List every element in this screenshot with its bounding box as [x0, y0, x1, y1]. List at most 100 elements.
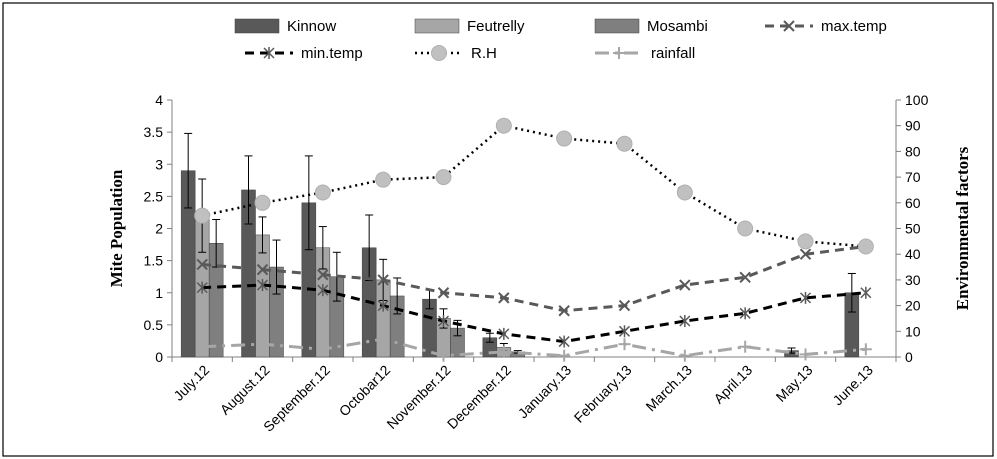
y2-tick-label: 40 — [905, 246, 921, 262]
marker-stroke — [558, 305, 570, 317]
y-tick-label: 0.5 — [144, 317, 164, 333]
point-min-temp — [377, 299, 389, 312]
legend-swatch — [594, 18, 640, 34]
x-tick-label: April.13 — [710, 362, 755, 407]
point-rainfall — [256, 338, 269, 351]
line-r-h — [201, 124, 866, 248]
lines — [194, 117, 874, 362]
y2-tick-label: 30 — [905, 272, 921, 288]
point-min-temp — [437, 315, 450, 328]
marker-stroke — [437, 287, 450, 299]
point-rainfall — [678, 349, 691, 362]
y-axis-title: Mite Population — [107, 169, 126, 287]
marker-stroke — [498, 292, 510, 304]
legend-item-max-temp: max.temp — [765, 18, 887, 35]
x-tick-label: May.13 — [773, 362, 816, 405]
point-max-temp — [317, 269, 329, 281]
y-tick-label: 3.5 — [144, 124, 164, 140]
legend-label: Kinnow — [287, 18, 336, 35]
point-min-temp — [498, 327, 510, 340]
point-rainfall — [497, 345, 510, 358]
legend-marker — [613, 47, 625, 59]
point-min-temp — [679, 315, 691, 328]
point-r-h — [314, 184, 331, 201]
point-r-h — [254, 194, 271, 211]
legend-item-min-temp: min.temp — [245, 45, 363, 62]
x-tick-label: July.12 — [170, 362, 212, 404]
point-r-h — [435, 169, 452, 186]
y-tick-label: 0 — [155, 349, 163, 365]
y2-tick-label: 50 — [905, 221, 921, 237]
legend-label: R.H — [471, 45, 497, 62]
y2-tick-label: 60 — [905, 195, 921, 211]
marker-stroke — [196, 258, 208, 271]
y2-tick-label: 100 — [905, 92, 929, 108]
y-tick-label: 4 — [155, 92, 163, 108]
point-max-temp — [739, 271, 751, 284]
point-max-temp — [498, 292, 510, 304]
legend-marker — [431, 45, 447, 61]
y-tick-label: 1 — [155, 285, 163, 301]
y2-tick-label: 90 — [905, 118, 921, 134]
x-tick-label: March.13 — [642, 362, 695, 415]
legend: Kinnow Feutrelly Mosambi max.temp min.temp R.… — [234, 18, 887, 62]
point-r-h — [857, 238, 874, 255]
point-max-temp — [256, 263, 269, 276]
legend-label: Mosambi — [647, 18, 708, 35]
point-rainfall — [618, 338, 631, 351]
line-min-temp — [202, 283, 866, 344]
legend-swatch — [234, 18, 280, 34]
x-tick-label: June.13 — [829, 362, 876, 409]
point-max-temp — [618, 299, 631, 312]
point-min-temp — [739, 307, 751, 320]
y2-tick-label: 20 — [905, 298, 921, 314]
point-r-h — [375, 171, 392, 188]
legend-item-r-h: R.H — [415, 45, 497, 62]
legend-item-mosambi: Mosambi — [594, 18, 708, 35]
legend-item-feutrelly: Feutrelly — [414, 18, 525, 35]
marker-stroke — [799, 248, 812, 260]
x-tick-label: December.12 — [444, 362, 514, 432]
marker-stroke — [739, 271, 751, 284]
x-tick-label: January.13 — [515, 362, 575, 422]
legend-label: rainfall — [651, 45, 695, 62]
point-max-temp — [196, 258, 208, 271]
point-min-temp — [256, 279, 269, 292]
y-tick-label: 2 — [155, 221, 163, 237]
point-rainfall — [799, 348, 812, 361]
point-max-temp — [799, 248, 812, 260]
legend-label: max.temp — [821, 18, 887, 35]
legend-item-rainfall: rainfall — [595, 45, 695, 62]
y2-tick-label: 10 — [905, 323, 921, 339]
point-r-h — [676, 184, 693, 201]
y-tick-label: 3 — [155, 156, 163, 172]
point-min-temp — [558, 335, 570, 348]
legend-item-kinnow: Kinnow — [234, 18, 336, 35]
marker-stroke — [256, 263, 269, 276]
y-tick-label: 2.5 — [144, 188, 164, 204]
marker-stroke — [618, 299, 631, 312]
point-r-h — [556, 130, 573, 147]
y2-tick-label: 80 — [905, 143, 921, 159]
point-rainfall — [859, 343, 872, 356]
point-rainfall — [437, 349, 450, 362]
x-tick-label: Octobar12 — [336, 362, 394, 420]
legend-marker — [783, 20, 795, 32]
x-tick-label: August.12 — [217, 362, 273, 418]
point-r-h — [616, 135, 633, 152]
point-min-temp — [317, 284, 329, 297]
point-rainfall — [316, 343, 329, 356]
point-max-temp — [437, 287, 450, 299]
point-min-temp — [618, 325, 631, 338]
point-rainfall — [196, 340, 209, 353]
point-max-temp — [377, 274, 389, 286]
marker-stroke — [783, 20, 795, 32]
point-rainfall — [739, 340, 752, 353]
point-min-temp — [196, 281, 208, 294]
line-max-temp — [202, 245, 867, 313]
point-max-temp — [558, 305, 570, 317]
